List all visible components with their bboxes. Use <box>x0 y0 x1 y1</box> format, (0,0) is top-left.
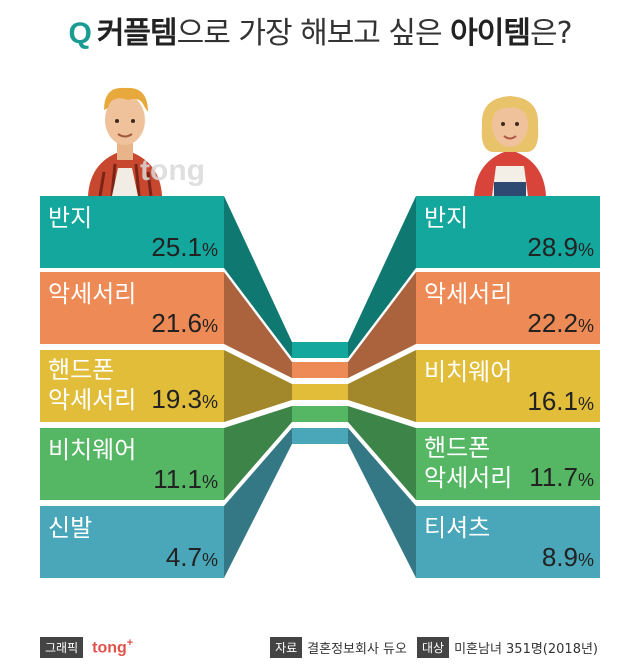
bar-label: 악세서리 <box>48 386 136 414</box>
connector-right <box>348 406 416 500</box>
target-text: 미혼남녀 351명(2018년) <box>454 641 598 657</box>
connector-left <box>224 350 292 422</box>
connector-left <box>224 406 292 500</box>
bar-value: 21.6% <box>151 308 218 338</box>
bar-value: 4.7% <box>166 542 218 572</box>
bar-right <box>416 272 600 344</box>
bar-value: 16.1% <box>527 386 594 416</box>
bar-left <box>40 350 224 422</box>
woman-illustration <box>474 96 546 196</box>
bar-label: 신발 <box>48 514 92 542</box>
bridge-strip <box>292 384 348 400</box>
bar-value: 28.9% <box>527 232 594 262</box>
title-bold-1: 커플템 <box>96 16 178 51</box>
bar-left <box>40 506 224 578</box>
bar-label: 핸드폰 <box>424 434 490 462</box>
source-text: 결혼정보회사 듀오 <box>307 641 407 657</box>
bar-label: 반지 <box>424 204 468 232</box>
brand-plus: + <box>126 636 134 649</box>
connector-left <box>224 428 292 578</box>
bar-left <box>40 428 224 500</box>
bridge-strip <box>292 406 348 422</box>
watermark: tong <box>140 154 205 187</box>
bar-value: 11.1% <box>153 464 218 494</box>
bar-left <box>40 272 224 344</box>
connector-right <box>348 350 416 422</box>
bar-value: 25.1% <box>151 232 218 262</box>
bar-label: 악세서리 <box>48 280 136 308</box>
connector-right <box>348 196 416 358</box>
bar-label: 악세서리 <box>424 280 512 308</box>
bar-left <box>40 196 224 268</box>
connectors <box>224 196 416 578</box>
bridge-strip <box>292 342 348 358</box>
brand-name: tong <box>92 639 127 657</box>
footer-credit: 그래픽 tong+ <box>40 636 133 658</box>
footer-source: 자료 결혼정보회사 듀오 대상 미혼남녀 351명(2018년) <box>270 636 598 658</box>
connector-left <box>224 272 292 378</box>
bar-value: 22.2% <box>527 308 594 338</box>
bar-label: 핸드폰 <box>48 356 114 384</box>
bar-label: 비치웨어 <box>48 436 136 464</box>
graphic-tag: 그래픽 <box>40 636 84 658</box>
connector-right <box>348 272 416 378</box>
bar-right <box>416 506 600 578</box>
bridge-strip <box>292 362 348 378</box>
connector-right <box>348 428 416 578</box>
title-bold-2: 아이템 <box>450 16 531 51</box>
q-mark: Q <box>68 17 91 50</box>
bar-value: 19.3% <box>151 384 218 414</box>
target-tag: 대상 <box>416 636 450 658</box>
title-end: 은? <box>529 16 573 51</box>
connector-left <box>224 196 292 358</box>
bridge-strip <box>292 428 348 444</box>
bar-right <box>416 196 600 268</box>
bar-value: 8.9% <box>542 542 594 572</box>
bar-label: 악세서리 <box>424 464 512 492</box>
title-mid: 으로 가장 해보고 싶은 <box>176 16 451 51</box>
bar-label: 티셔츠 <box>424 514 490 542</box>
bar-value: 11.7% <box>529 462 594 492</box>
bar-label: 비치웨어 <box>424 358 512 386</box>
brand-logo: tong+ <box>92 637 133 657</box>
bar-right <box>416 428 600 500</box>
source-tag: 자료 <box>270 636 303 658</box>
bar-label: 반지 <box>48 204 92 232</box>
man-illustration <box>88 87 162 197</box>
bar-right <box>416 350 600 422</box>
page-title: Q 커플템으로 가장 해보고 싶은 아이템은? <box>0 8 640 52</box>
